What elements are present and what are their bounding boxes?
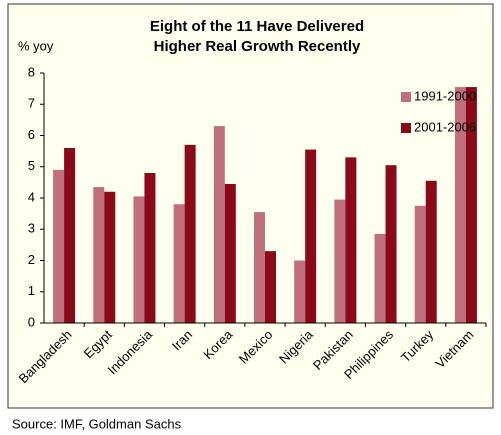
bar — [465, 87, 477, 323]
chart-title: Eight of the 11 Have Delivered — [150, 18, 364, 35]
bar — [144, 173, 156, 323]
y-tick-label: 3 — [28, 221, 35, 236]
y-tick-label: 6 — [28, 127, 35, 142]
legend-label: 1991-2000 — [414, 88, 476, 103]
y-tick-label: 1 — [28, 283, 35, 298]
bar — [184, 144, 196, 323]
bar — [213, 126, 225, 323]
bar — [133, 196, 145, 323]
legend-swatch — [401, 123, 411, 133]
bar — [254, 212, 265, 323]
y-tick-label: 5 — [28, 158, 35, 173]
y-tick-label: 2 — [28, 252, 35, 267]
bar — [305, 149, 317, 323]
bar — [224, 183, 236, 323]
bar — [425, 180, 437, 323]
y-tick-label: 7 — [28, 96, 35, 111]
bar — [173, 204, 185, 323]
bar — [93, 187, 105, 323]
y-axis-label: % yoy — [18, 38, 54, 53]
legend-swatch — [401, 92, 411, 102]
bar — [414, 205, 426, 323]
bar — [53, 169, 65, 323]
y-tick-label: 0 — [28, 314, 35, 329]
bar — [345, 157, 357, 323]
bar — [454, 87, 466, 323]
legend-label: 2001-2006 — [414, 119, 476, 134]
bar — [334, 199, 346, 323]
bar — [265, 251, 276, 323]
y-tick-label: 4 — [28, 189, 35, 204]
source-note: Source: IMF, Goldman Sachs — [12, 416, 182, 431]
y-tick-label: 8 — [28, 64, 35, 79]
bar — [104, 191, 116, 323]
chart-title: Higher Real Growth Recently — [154, 38, 361, 55]
bar — [374, 233, 386, 323]
chart-frame — [7, 3, 494, 409]
bar — [385, 165, 397, 323]
bar — [294, 260, 306, 323]
bar — [64, 148, 76, 323]
